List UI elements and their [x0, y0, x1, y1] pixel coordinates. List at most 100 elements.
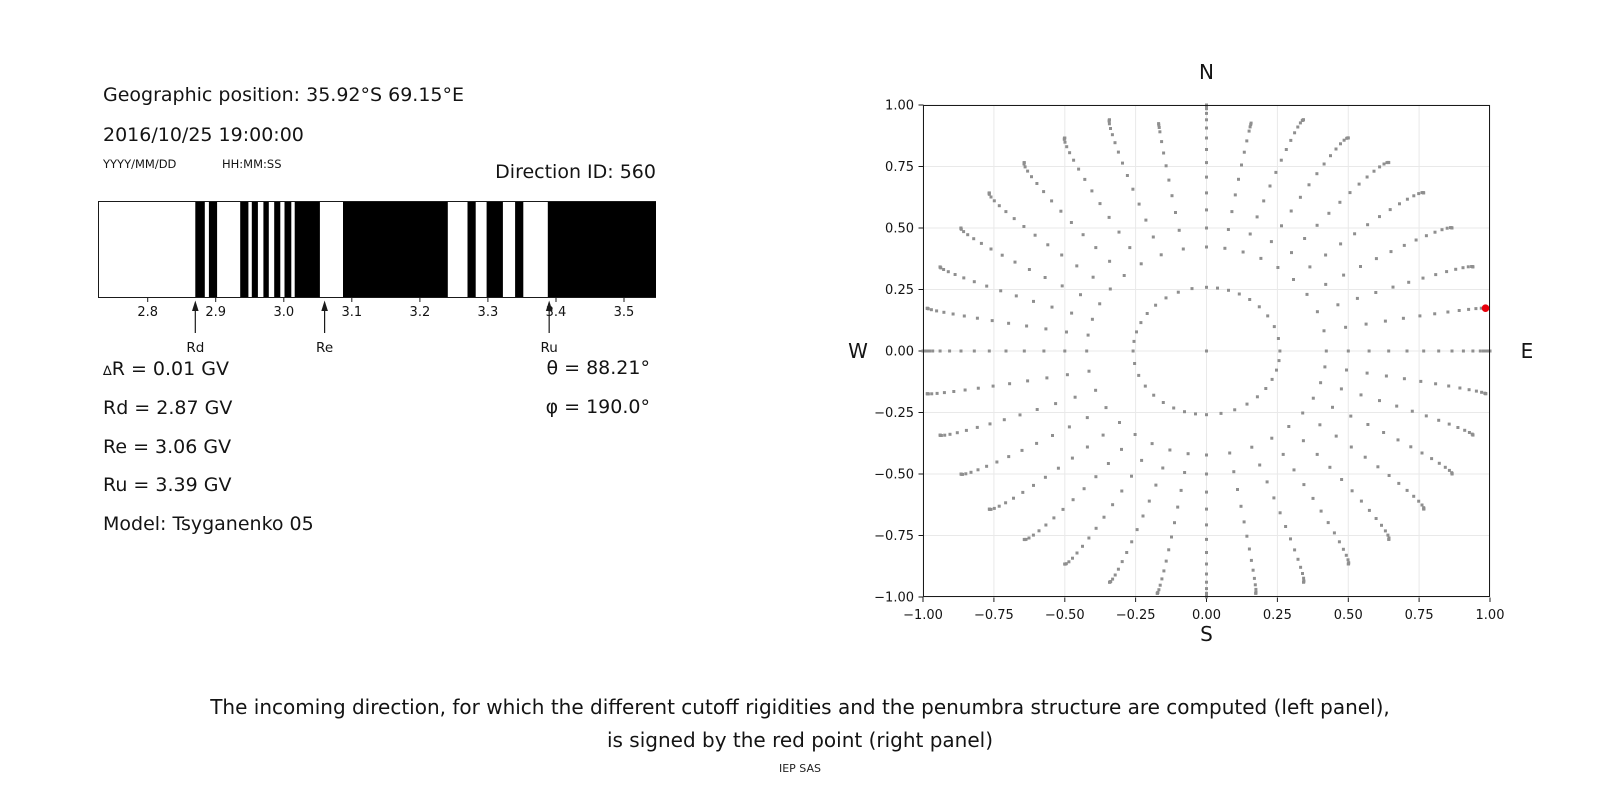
direction-dot	[1450, 472, 1454, 476]
direction-dot	[1275, 368, 1278, 372]
direction-dot	[1094, 246, 1098, 250]
date-format-label: YYYY/MM/DD	[103, 157, 177, 171]
direction-dot	[1364, 322, 1368, 326]
direction-dot	[1319, 381, 1323, 385]
direction-dot	[1075, 551, 1079, 555]
direction-dot	[1085, 349, 1089, 353]
direction-dot	[1111, 577, 1115, 581]
direction-dot	[1458, 386, 1462, 390]
direction-dot	[1174, 211, 1177, 214]
direction-dot	[1340, 478, 1344, 481]
direction-dot	[1030, 175, 1033, 179]
direction-dot	[1054, 402, 1058, 406]
direction-dot	[1287, 425, 1291, 428]
direction-dot	[1245, 139, 1249, 143]
direction-dot	[1293, 131, 1297, 135]
direction-dot	[975, 425, 979, 429]
direction-dot	[1305, 292, 1309, 296]
arrow-head-icon	[321, 300, 328, 311]
direction-dot	[987, 507, 991, 511]
direction-dot	[1281, 452, 1285, 456]
direction-dot	[966, 233, 970, 237]
direction-dot	[1061, 507, 1065, 511]
direction-dot	[1424, 414, 1428, 418]
arrow-head-icon	[545, 300, 553, 311]
direction-dot	[1205, 472, 1208, 476]
direction-dot	[1437, 461, 1441, 465]
direction-dot	[1139, 321, 1143, 325]
direction-dot	[1302, 580, 1305, 584]
ru-value: Ru = 3.39 GV	[103, 474, 232, 496]
direction-dot	[1205, 111, 1208, 115]
direction-dot	[1466, 265, 1470, 269]
direction-dot	[1324, 349, 1328, 353]
direction-dot	[1276, 266, 1280, 269]
direction-dot	[1249, 558, 1253, 562]
direction-dot	[1143, 384, 1147, 388]
direction-dot	[1378, 399, 1381, 403]
forbidden-band	[515, 202, 524, 297]
direction-dot	[999, 289, 1003, 293]
direction-dot	[1410, 409, 1414, 413]
direction-dot	[1345, 368, 1348, 372]
direction-dot	[1164, 296, 1168, 300]
direction-dot	[1223, 246, 1227, 250]
direction-dot	[1366, 423, 1370, 426]
direction-dot	[1121, 161, 1124, 165]
direction-dot	[1456, 426, 1460, 429]
direction-dot	[1359, 393, 1363, 397]
direction-dot	[1190, 287, 1194, 291]
direction-dot	[1069, 221, 1073, 224]
direction-dot	[1346, 558, 1350, 562]
direction-dot	[1269, 240, 1273, 244]
direction-map-chart: −1.00 −1.00 −0.75 −0.75 −0.50 −0.50 −0.25 −0.25…	[848, 60, 1533, 646]
direction-dot	[1022, 225, 1026, 228]
y-tick-label: 0.25	[885, 283, 914, 298]
direction-dot	[1022, 537, 1026, 541]
direction-dot	[1158, 130, 1162, 134]
direction-dot	[1052, 516, 1056, 520]
direction-dot	[938, 349, 942, 353]
direction-dot	[1155, 591, 1159, 595]
direction-dot	[1471, 349, 1475, 353]
direction-dot	[1070, 311, 1074, 315]
direction-dot	[1290, 251, 1293, 255]
direction-dot	[1447, 422, 1451, 426]
direction-dot	[987, 349, 991, 353]
geo-position-text: Geographic position: 35.92°S 69.15°E	[103, 84, 465, 106]
observation-datetime: 2016/10/25 19:00:00	[103, 124, 304, 146]
plot-frame	[923, 105, 1490, 597]
direction-dot	[1467, 388, 1471, 392]
direction-dot	[1116, 150, 1120, 154]
direction-dot	[951, 312, 955, 316]
direction-dot	[1346, 136, 1350, 140]
tick-label: 3.2	[410, 305, 431, 320]
direction-dot	[1353, 232, 1357, 236]
direction-dot	[1109, 127, 1112, 130]
direction-dot	[1071, 498, 1075, 502]
direction-dot	[1409, 445, 1413, 449]
direction-dot	[1035, 441, 1039, 445]
direction-dot	[1104, 406, 1108, 410]
direction-dot	[1265, 480, 1269, 484]
direction-dot	[1315, 223, 1319, 227]
direction-dot	[1108, 259, 1112, 263]
direction-dot	[1159, 253, 1163, 257]
tick-label: 3.0	[273, 305, 294, 320]
direction-dot	[1090, 317, 1094, 321]
direction-dot	[1350, 489, 1354, 493]
direction-dot	[1250, 445, 1254, 449]
direction-dot	[1402, 243, 1406, 247]
direction-dot	[1422, 349, 1426, 353]
direction-dot	[1181, 247, 1185, 251]
direction-dot	[1332, 531, 1336, 535]
direction-dot	[1255, 215, 1259, 219]
direction-dot	[1004, 210, 1008, 214]
direction-dot	[1033, 233, 1037, 237]
direction-dot	[1480, 390, 1484, 394]
direction-dot	[942, 310, 946, 314]
direction-dot	[1082, 487, 1086, 491]
direction-dot	[964, 428, 968, 432]
direction-dot	[1205, 136, 1208, 140]
direction-dot	[1437, 418, 1441, 422]
